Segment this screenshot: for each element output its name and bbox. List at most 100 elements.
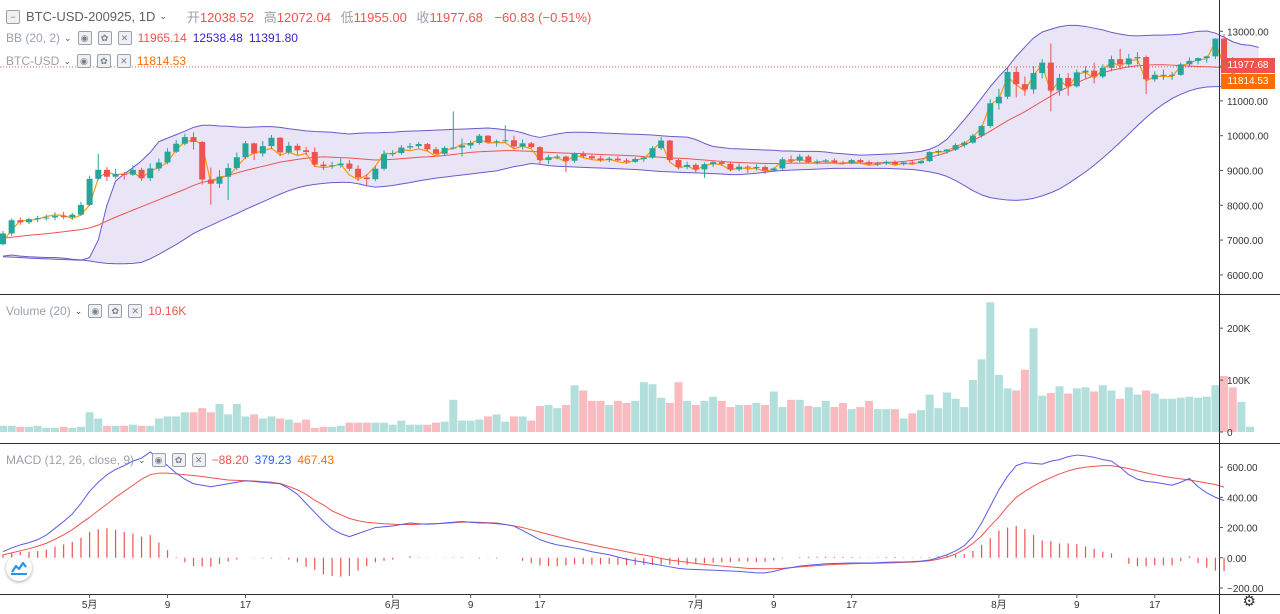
candle-body	[779, 159, 786, 169]
candle-body	[623, 160, 630, 162]
volume-bar	[146, 425, 155, 432]
candle-body	[814, 161, 821, 163]
volume-bar	[977, 359, 986, 432]
settings-icon[interactable]: ✿	[171, 453, 186, 467]
candle-body	[848, 160, 855, 163]
candle-body	[60, 216, 67, 218]
candle	[1169, 72, 1176, 81]
chevron-down-icon[interactable]: ⌄	[64, 32, 72, 43]
candle-body	[1004, 72, 1011, 97]
volume-bar	[232, 403, 241, 432]
time-tick-label: 9	[771, 600, 777, 611]
close-icon[interactable]: ✕	[128, 304, 143, 318]
chevron-down-icon[interactable]: ⌄	[74, 305, 83, 316]
price-tick-label: 11000.00	[1227, 97, 1268, 108]
candle	[831, 158, 838, 164]
close-icon[interactable]: ✕	[117, 31, 132, 45]
volume-bar	[1046, 393, 1055, 432]
eye-icon[interactable]: ◉	[77, 31, 92, 45]
candle-body	[545, 157, 552, 161]
candle-body	[502, 140, 509, 142]
candle	[1039, 59, 1046, 79]
volume-bar	[33, 425, 42, 432]
candle	[805, 154, 812, 164]
candle-body	[1056, 77, 1063, 91]
volume-bar	[1150, 393, 1159, 432]
candle	[363, 173, 370, 186]
time-tick-label: 17	[1149, 600, 1161, 611]
settings-icon[interactable]: ✿	[108, 304, 123, 318]
candle-body	[1169, 74, 1176, 76]
candle-body	[995, 96, 1002, 104]
candle-body	[1030, 73, 1037, 90]
candle-body	[753, 167, 760, 169]
candle-body	[207, 179, 214, 184]
compare-value: 11814.53	[136, 54, 187, 68]
time-tick-label: 8月	[991, 599, 1007, 611]
compare-legend-name[interactable]: BTC-USD	[6, 54, 60, 68]
candle-body	[1117, 59, 1124, 65]
settings-icon[interactable]: ✿	[97, 31, 112, 45]
macd-legend-name[interactable]: MACD (12, 26, close, 9)	[6, 453, 135, 467]
volume-bar	[1081, 387, 1090, 432]
volume-bar	[535, 406, 544, 432]
volume-legend-name[interactable]: Volume (20)	[6, 304, 71, 318]
collapse-icon[interactable]: −	[6, 9, 20, 24]
chevron-down-icon[interactable]: ⌄	[159, 11, 167, 21]
close-icon[interactable]: ✕	[116, 54, 131, 68]
macd-legend: MACD (12, 26, close, 9) ⌄ ◉ ✿ ✕ −88.20 3…	[6, 453, 334, 467]
volume-bar	[648, 384, 657, 432]
volume-bar	[380, 422, 389, 432]
symbol-title[interactable]: BTC-USD-200925, 1D	[26, 9, 156, 24]
volume-bar	[735, 405, 744, 432]
time-tick-label: 17	[240, 600, 252, 611]
volume-bar	[1168, 398, 1177, 432]
volume-bar	[804, 406, 813, 432]
volume-bar	[163, 416, 172, 432]
candle-body	[441, 147, 448, 154]
volume-bar	[50, 427, 59, 432]
candle-body	[216, 176, 223, 184]
volume-bar	[76, 426, 85, 432]
candle	[926, 151, 933, 163]
candle	[883, 160, 890, 165]
eye-icon[interactable]: ◉	[151, 453, 166, 467]
candle	[173, 139, 180, 154]
volume-bar	[371, 422, 380, 432]
volume-bar	[778, 407, 787, 432]
candle	[1212, 38, 1219, 60]
candle-body	[1195, 58, 1202, 61]
volume-bar	[856, 407, 865, 432]
chevron-down-icon[interactable]: ⌄	[63, 55, 71, 66]
time-axis[interactable]: 5月 9 17 6月 9 17 7月 9 17 8月 9 17	[82, 594, 1161, 611]
bb-legend-name[interactable]: BB (20, 2)	[6, 31, 61, 45]
candle	[1099, 64, 1106, 79]
candle	[268, 134, 275, 149]
candlestick-series[interactable]	[0, 34, 1262, 246]
volume-bar	[726, 407, 735, 432]
eye-icon[interactable]: ◉	[76, 54, 91, 68]
candle-body	[649, 148, 656, 158]
candle	[43, 214, 50, 221]
eye-icon[interactable]: ◉	[88, 304, 103, 318]
bb-legend: BB (20, 2) ⌄ ◉ ✿ ✕ 11965.14 12538.48 113…	[6, 31, 298, 45]
candle	[510, 135, 517, 149]
close-icon[interactable]: ✕	[191, 453, 206, 467]
candle	[701, 162, 708, 178]
candle-body	[917, 161, 924, 164]
tradingview-logo[interactable]	[6, 555, 32, 581]
settings-icon[interactable]: ✿	[96, 54, 111, 68]
volume-bar	[7, 425, 16, 432]
gear-icon[interactable]: ⚙	[1242, 593, 1256, 610]
candle	[536, 146, 543, 165]
candle-body	[866, 162, 872, 165]
close-label: 收	[416, 10, 430, 25]
chevron-down-icon[interactable]: ⌄	[138, 454, 146, 465]
candle-body	[805, 156, 812, 163]
volume-bar	[1064, 393, 1073, 432]
candle-body	[562, 156, 569, 161]
candle-body	[666, 140, 673, 161]
candle	[935, 149, 942, 156]
